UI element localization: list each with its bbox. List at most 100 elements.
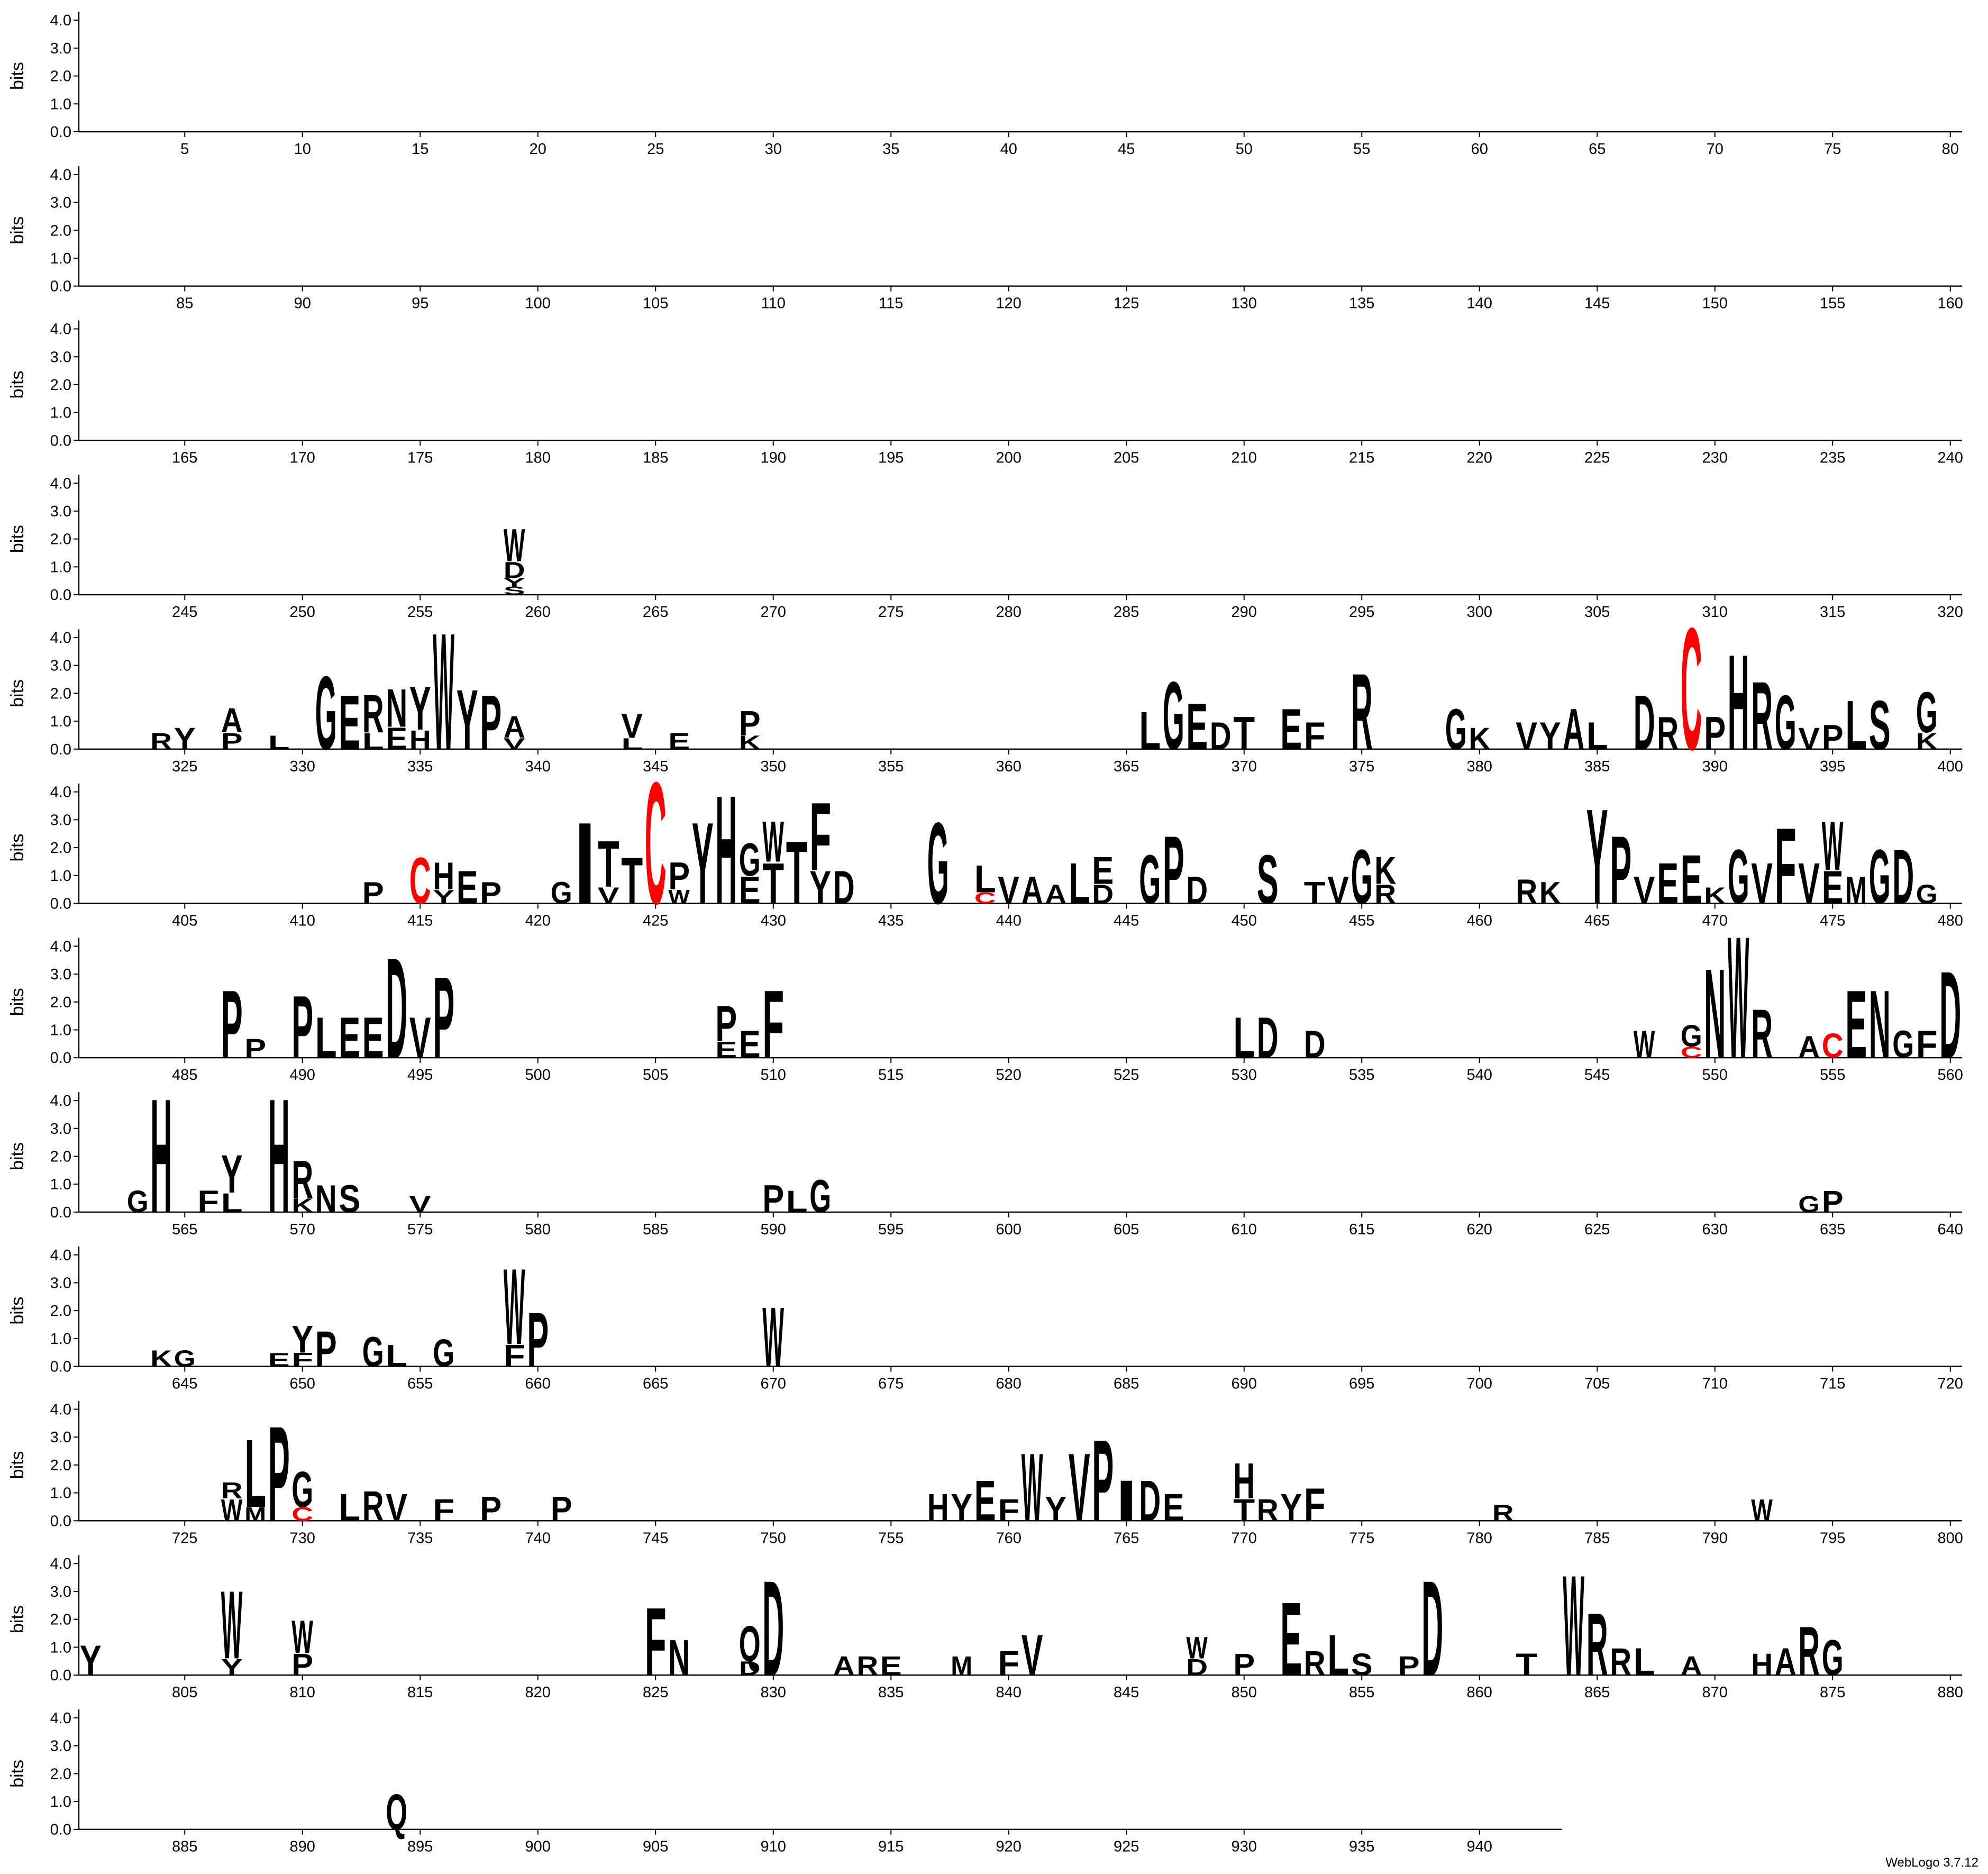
logo-letter: P <box>1822 718 1844 757</box>
logo-letter: A <box>1798 1030 1820 1065</box>
y-tick-label: 0.0 <box>50 1050 71 1067</box>
y-axis-label: bits <box>7 62 28 90</box>
logo-letter: D <box>1421 1553 1443 1704</box>
x-tick-label: 535 <box>1349 1067 1374 1084</box>
logo-letter: R <box>1657 707 1679 759</box>
logo-letter: F <box>998 1644 1019 1683</box>
x-tick-label: 620 <box>1467 1221 1492 1238</box>
logo-letter: F <box>1304 714 1326 757</box>
x-tick-label: 860 <box>1467 1684 1492 1701</box>
x-tick-label: 175 <box>407 449 433 466</box>
logo-letter: D <box>833 861 855 914</box>
x-tick-label: 515 <box>878 1067 904 1084</box>
logo-letter: W <box>433 598 454 785</box>
logo-letter: R <box>1751 995 1773 1073</box>
y-tick-label: 1.0 <box>50 868 71 885</box>
logo-letter: A <box>1681 1651 1702 1681</box>
logo-letter: R <box>1351 651 1373 772</box>
x-tick-label: 935 <box>1349 1839 1374 1855</box>
y-tick-label: 3.0 <box>50 812 71 829</box>
x-tick-label: 345 <box>643 758 668 775</box>
logo-letter: N <box>668 1630 690 1686</box>
logo-letter: R <box>362 683 384 744</box>
x-tick-label: 10 <box>294 141 311 158</box>
logo-letter: P <box>480 679 501 766</box>
x-tick-label: 715 <box>1820 1376 1845 1393</box>
logo-letter: N <box>1704 943 1726 1086</box>
logo-letter: R <box>856 1651 878 1681</box>
logo-letter: S <box>1351 1647 1373 1681</box>
x-tick-label: 95 <box>412 295 428 312</box>
x-tick-label: 540 <box>1467 1067 1492 1084</box>
x-tick-label: 590 <box>761 1221 786 1238</box>
logo-letter: Y <box>433 886 454 907</box>
x-tick-label: 710 <box>1702 1376 1728 1393</box>
logo-letter: G <box>1916 680 1938 745</box>
x-tick-label: 910 <box>761 1839 786 1855</box>
logo-letter: G <box>1445 697 1467 762</box>
x-tick-label: 195 <box>878 449 904 466</box>
logo-letter: C <box>409 844 431 918</box>
x-tick-label: 315 <box>1820 604 1845 621</box>
logo-letter: P <box>433 953 454 1083</box>
x-tick-label: 565 <box>172 1221 197 1238</box>
x-tick-label: 780 <box>1467 1530 1492 1546</box>
y-tick-label: 1.0 <box>50 1794 71 1811</box>
x-tick-label: 425 <box>643 913 668 930</box>
logo-letter: I <box>574 798 596 928</box>
logo-letter: H <box>1233 1453 1255 1509</box>
y-tick-label: 0.0 <box>50 1667 71 1684</box>
x-tick-label: 410 <box>290 913 315 930</box>
logo-letter: S <box>1869 686 1891 764</box>
logo-letter: C <box>291 1504 313 1525</box>
logo-letter: C <box>974 889 996 907</box>
y-tick-label: 4.0 <box>50 475 71 492</box>
y-tick-label: 4.0 <box>50 1555 71 1572</box>
logo-letter: F <box>998 1493 1019 1527</box>
y-tick-label: 1.0 <box>50 1022 71 1039</box>
y-tick-label: 3.0 <box>50 1275 71 1292</box>
logo-letter: T <box>1516 1648 1537 1682</box>
x-tick-label: 75 <box>1824 141 1841 158</box>
logo-letter: Y <box>1045 1489 1066 1528</box>
logo-letter: P <box>221 970 243 1078</box>
logo-letter: A <box>221 701 243 740</box>
logo-letter: G <box>433 1331 454 1375</box>
x-tick-label: 855 <box>1349 1684 1374 1701</box>
logo-letter: A <box>1563 697 1584 762</box>
x-tick-label: 35 <box>882 141 899 158</box>
y-tick-label: 4.0 <box>50 321 71 338</box>
logo-letter: W <box>668 886 690 907</box>
x-tick-label: 900 <box>525 1839 551 1855</box>
logo-letter: A <box>1045 879 1066 909</box>
logo-letter: A <box>1022 869 1043 912</box>
logo-letter: K <box>150 1345 172 1371</box>
logo-letter: P <box>480 1489 501 1528</box>
x-tick-label: 650 <box>290 1376 315 1393</box>
y-tick-label: 3.0 <box>50 1738 71 1755</box>
logo-letter: W <box>221 1493 243 1527</box>
logo-letter: D <box>1257 1005 1279 1070</box>
y-tick-label: 0.0 <box>50 124 71 141</box>
y-tick-label: 2.0 <box>50 1149 71 1166</box>
x-tick-label: 180 <box>525 449 551 466</box>
x-tick-label: 265 <box>643 604 668 621</box>
logo-letter: G <box>1822 1630 1844 1686</box>
logo-letter: Y <box>457 672 478 767</box>
x-tick-label: 635 <box>1820 1221 1845 1238</box>
x-tick-label: 25 <box>647 141 664 158</box>
x-tick-label: 800 <box>1938 1530 1963 1546</box>
x-tick-label: 430 <box>761 913 786 930</box>
x-tick-label: 585 <box>643 1221 668 1238</box>
logo-letter: Y <box>1539 715 1561 758</box>
logo-letter: V <box>1798 851 1820 916</box>
logo-letter: D <box>1186 869 1208 912</box>
x-tick-label: 505 <box>643 1067 668 1084</box>
x-tick-label: 80 <box>1942 141 1959 158</box>
logo-letter: P <box>315 1321 337 1377</box>
logo-letter: R <box>362 1482 384 1530</box>
y-tick-label: 4.0 <box>50 1093 71 1109</box>
x-tick-label: 885 <box>172 1839 197 1855</box>
footer: WebLogo 3.7.12 <box>1885 1855 1978 1870</box>
